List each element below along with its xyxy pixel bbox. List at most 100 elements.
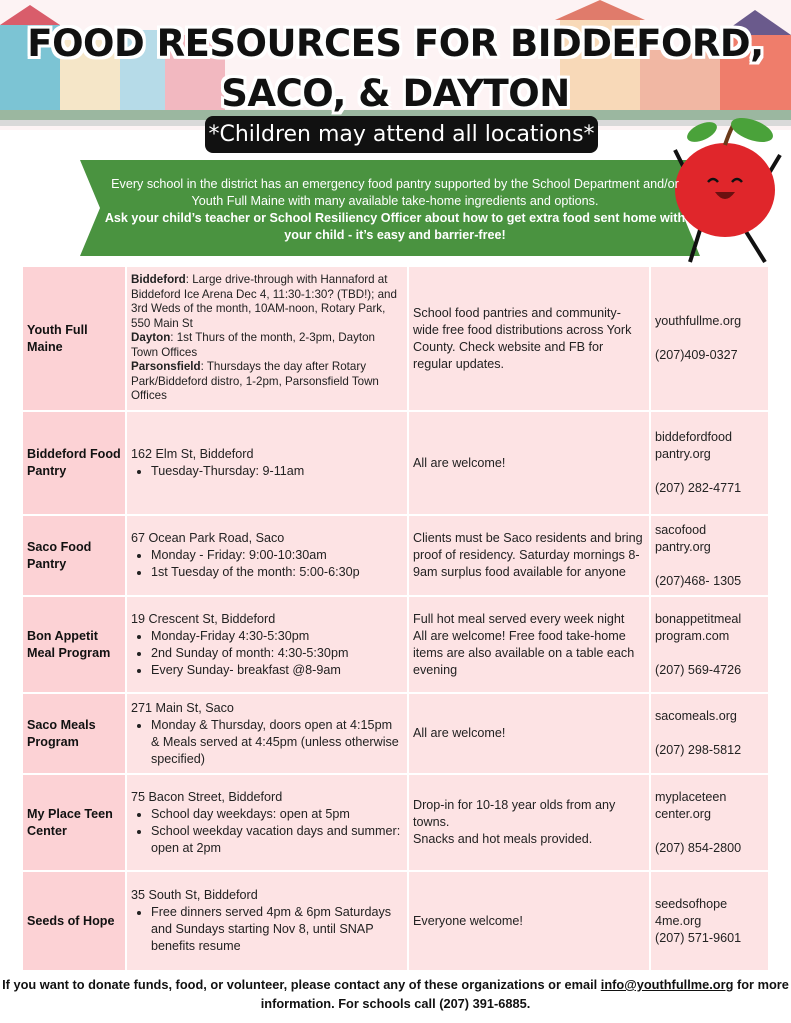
website: center.org (655, 806, 712, 821)
description: Full hot meal served every week night (413, 611, 625, 626)
table-cell: Youth Full Maine (23, 267, 125, 410)
email-link[interactable]: info@youthfullme.org (600, 977, 734, 992)
org-name: Biddeford Food Pantry (27, 447, 121, 478)
hours-item: School day weekdays: open at 5pm (151, 806, 403, 823)
description: Snacks and hot meals provided. (413, 832, 593, 846)
description: School food pantries and community-wide … (413, 305, 632, 371)
table-cell: youthfullme.org (207)409-0327 (651, 267, 768, 410)
hours-item: Free dinners served 4pm & 6pm Saturdays … (151, 904, 403, 955)
table-cell: bonappetitmeal program.com (207) 569-4726 (651, 597, 768, 692)
spacer (655, 823, 764, 840)
address: 162 Elm St, Biddeford (131, 447, 254, 461)
description: All are welcome! Free food take-home ite… (413, 628, 635, 677)
location-label: Dayton (131, 331, 171, 345)
table-cell: 19 Crescent St, Biddeford Monday-Friday 4… (127, 597, 407, 692)
location-detail: Parsonsfield: Thursdays the day after Ro… (131, 360, 403, 404)
hours-list: Free dinners served 4pm & 6pm Saturdays … (131, 904, 403, 955)
hours-list: School day weekdays: open at 5pmSchool w… (131, 806, 403, 857)
website: 4me.org (655, 913, 702, 928)
hours-item: Every Sunday- breakfast @8-9am (151, 662, 403, 679)
org-name: Saco Meals Program (27, 717, 96, 749)
phone: (207) 298-5812 (655, 743, 742, 757)
phone: (207)409-0327 (655, 348, 738, 362)
description: Clients must be Saco residents and bring… (413, 531, 643, 579)
hours-item: Monday-Friday 4:30-5:30pm (151, 628, 403, 645)
spacer (655, 330, 764, 347)
address: 19 Crescent St, Biddeford (131, 611, 276, 626)
hours-item: Monday & Thursday, doors open at 4:15pm … (151, 717, 403, 768)
website: bonappetitmeal (655, 611, 742, 626)
phone: (207) 571-9601 (655, 930, 742, 945)
address: 35 South St, Biddeford (131, 888, 258, 902)
website: sacomeals.org (655, 709, 737, 723)
org-name: Bon Appetit Meal Program (27, 628, 111, 660)
table-cell: School food pantries and community-wide … (409, 267, 649, 410)
address: 75 Bacon Street, Biddeford (131, 789, 283, 804)
location-label: Biddeford (131, 273, 186, 287)
description: Drop-in for 10-18 year olds from any tow… (413, 798, 616, 829)
footer: If you want to donate funds, food, or vo… (0, 975, 791, 1013)
hours-list: Monday-Friday 4:30-5:30pm2nd Sunday of m… (131, 628, 403, 679)
address: 271 Main St, Saco (131, 700, 234, 715)
website: sacofood (655, 522, 707, 537)
header-art (0, 0, 791, 264)
table-cell: sacofood pantry.org (207)468- 1305 (651, 516, 768, 595)
location-text: : Large drive-through with Hannaford at … (131, 273, 397, 330)
location-text: : Thursdays the day after Rotary Park/Bi… (131, 360, 379, 403)
table-cell: sacomeals.org (207) 298-5812 (651, 694, 768, 773)
phone: (207)468- 1305 (655, 573, 742, 588)
website: pantry.org (655, 539, 711, 554)
website: seedsofhope (655, 896, 728, 911)
hours-list: Monday - Friday: 9:00-10:30am1st Tuesday… (131, 547, 403, 581)
website: youthfullme.org (655, 314, 742, 328)
spacer (655, 556, 764, 573)
website: program.com (655, 628, 730, 643)
hours-item: 2nd Sunday of month: 4:30-5:30pm (151, 645, 403, 662)
phone: (207) 282-4771 (655, 481, 742, 495)
title-line: SACO, & DAYTON (221, 72, 570, 115)
org-name: Seeds of Hope (27, 913, 115, 928)
description: All are welcome! (413, 455, 506, 470)
table-cell: Saco Meals Program (23, 694, 125, 773)
table-cell: Saco Food Pantry (23, 516, 125, 595)
org-name: Saco Food Pantry (27, 539, 92, 571)
title-line: FOOD RESOURCES FOR BIDDEFORD, (27, 22, 764, 65)
phone: (207) 854-2800 (655, 840, 742, 855)
footer-text: for more information. For schools call (… (260, 977, 789, 1011)
table-cell: Drop-in for 10-18 year olds from any tow… (409, 775, 649, 870)
banner-body: Every school in the district has an emer… (111, 177, 679, 208)
hours-item: Monday - Friday: 9:00-10:30am (151, 547, 403, 564)
table-cell: Full hot meal served every week night All… (409, 597, 649, 692)
hours-list: Monday & Thursday, doors open at 4:15pm … (131, 717, 403, 768)
spacer (655, 645, 764, 662)
description: All are welcome! (413, 726, 506, 740)
table-cell: 35 South St, Biddeford Free dinners serve… (127, 872, 407, 970)
table-cell: seedsofhope 4me.org (207) 571-9601 (651, 872, 768, 970)
website: biddefordfood (655, 430, 733, 444)
org-name: My Place Teen Center (27, 806, 113, 838)
phone: (207) 569-4726 (655, 662, 742, 677)
table-cell: All are welcome! (409, 694, 649, 773)
hours-item: School weekday vacation days and summer:… (151, 823, 403, 857)
table-cell: Clients must be Saco residents and bring… (409, 516, 649, 595)
location-label: Parsonsfield (131, 360, 201, 374)
hours-item: 1st Tuesday of the month: 5:00-6:30p (151, 564, 403, 581)
location-text: : 1st Thurs of the month, 2-3pm, Dayton … (131, 331, 376, 359)
banner-text: Every school in the district has an emer… (100, 176, 690, 244)
hours-item: Tuesday-Thursday: 9-11am (151, 463, 403, 480)
location-detail: Dayton: 1st Thurs of the month, 2-3pm, D… (131, 331, 403, 360)
table-cell: 67 Ocean Park Road, Saco Monday - Friday:… (127, 516, 407, 595)
table-cell: My Place Teen Center (23, 775, 125, 870)
table-cell: All are welcome! (409, 412, 649, 514)
spacer (655, 463, 764, 480)
subtitle: *Children may attend all locations* (205, 116, 598, 153)
table-cell: 271 Main St, Saco Monday & Thursday, door… (127, 694, 407, 773)
website: pantry.org (655, 447, 711, 461)
spacer (655, 725, 764, 742)
table-cell: 162 Elm St, Biddeford Tuesday-Thursday: 9… (127, 412, 407, 514)
table-cell: Seeds of Hope (23, 872, 125, 970)
description: Everyone welcome! (413, 913, 523, 928)
footer-text: If you want to donate funds, food, or vo… (2, 977, 601, 992)
address: 67 Ocean Park Road, Saco (131, 531, 285, 545)
